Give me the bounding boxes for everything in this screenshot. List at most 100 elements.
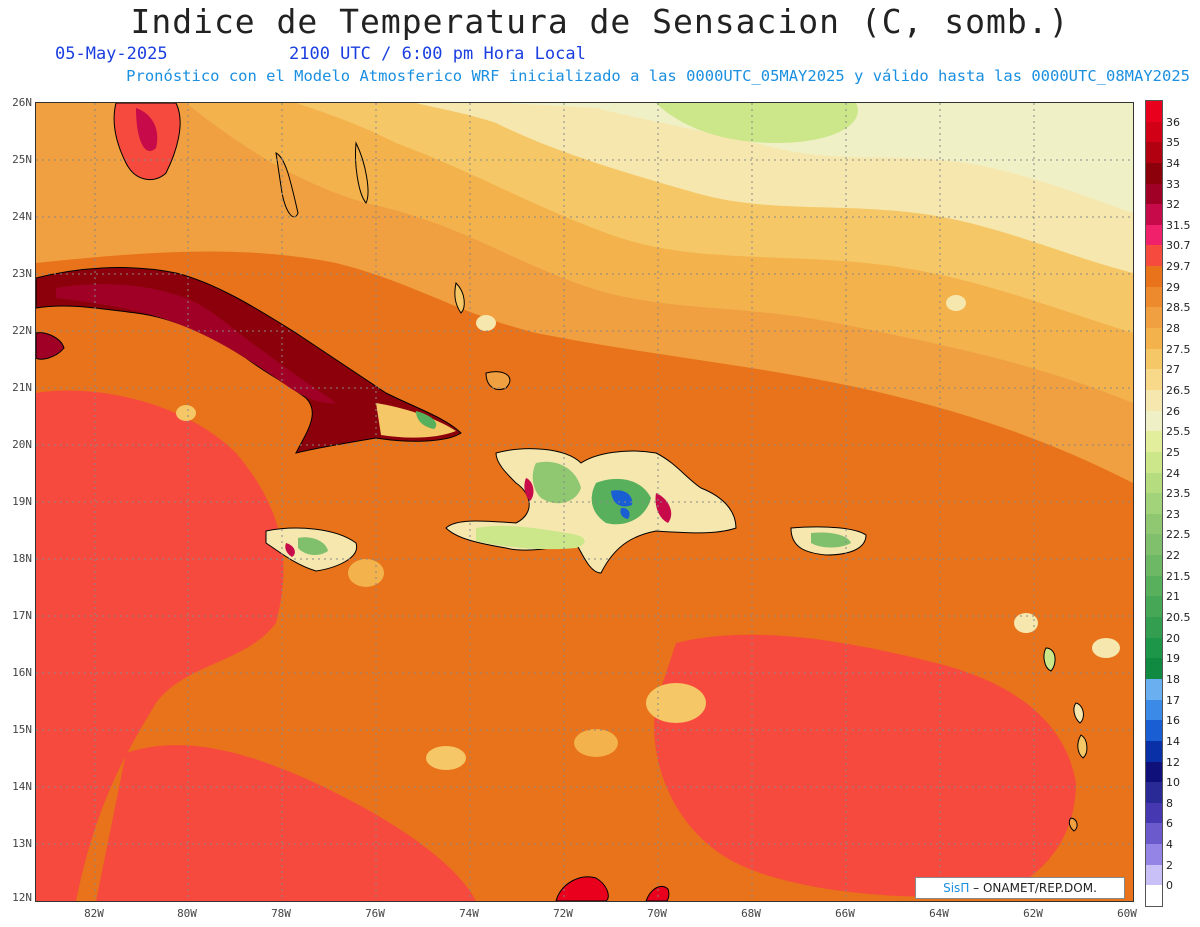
colorbar-swatch — [1146, 472, 1162, 494]
y-label: 25N — [12, 153, 32, 166]
colorbar-label: 24 — [1166, 466, 1180, 480]
colorbar-label: 31.5 — [1166, 218, 1191, 232]
x-label: 78W — [271, 907, 291, 920]
colorbar-swatch — [1146, 864, 1162, 886]
map-title: Indice de Temperatura de Sensacion (C, s… — [130, 2, 1070, 41]
colorbar-label: 6 — [1166, 817, 1173, 831]
x-label: 76W — [365, 907, 385, 920]
y-label: 14N — [12, 780, 32, 793]
colorbar-label: 16 — [1166, 714, 1180, 728]
credit-box: SisΠ – ONAMET/REP.DOM. — [915, 877, 1125, 899]
y-label: 15N — [12, 723, 32, 736]
colorbar-label: 33 — [1166, 177, 1180, 191]
colorbar-label: 17 — [1166, 693, 1180, 707]
y-label: 16N — [12, 666, 32, 679]
colorbar-label: 21.5 — [1166, 569, 1191, 583]
colorbar-label: 20.5 — [1166, 611, 1191, 625]
colorbar-label: 32 — [1166, 198, 1180, 212]
colorbar-swatch — [1146, 245, 1162, 267]
colorbar-swatch — [1146, 844, 1162, 866]
colorbar-swatch — [1146, 286, 1162, 308]
colorbar-swatch — [1146, 678, 1162, 701]
forecast-date: 05-May-2025 — [55, 44, 168, 64]
colorbar-swatch — [1146, 204, 1162, 226]
x-label: 82W — [84, 907, 104, 920]
y-label: 13N — [12, 837, 32, 850]
colorbar-swatch — [1146, 740, 1162, 762]
colorbar-label: 36 — [1166, 115, 1180, 129]
y-label: 24N — [12, 210, 32, 223]
colorbar-swatch — [1146, 617, 1162, 639]
colorbar-swatch — [1146, 369, 1162, 391]
colorbar-swatch — [1146, 534, 1162, 556]
colorbar-label: 25.5 — [1166, 425, 1191, 439]
x-label: 66W — [835, 907, 855, 920]
colorbar-label: 19 — [1166, 652, 1180, 666]
colorbar-swatch — [1146, 596, 1162, 618]
colorbar-label: 34 — [1166, 156, 1180, 170]
y-label: 20N — [12, 438, 32, 451]
colorbar-swatch — [1146, 389, 1162, 412]
colorbar-swatch — [1146, 307, 1162, 329]
colorbar-label: 27 — [1166, 363, 1180, 377]
map-canvas — [36, 103, 1133, 901]
colorbar-swatch — [1146, 328, 1162, 350]
colorbar-swatch — [1146, 142, 1162, 164]
y-label: 17N — [12, 609, 32, 622]
colorbar-label: 29.7 — [1166, 260, 1191, 274]
colorbar-swatch — [1146, 224, 1162, 246]
colorbar-swatch — [1146, 493, 1162, 515]
colorbar-swatch — [1146, 410, 1162, 432]
y-label: 18N — [12, 552, 32, 565]
colorbar-label: 8 — [1166, 796, 1173, 810]
colorbar-label: 28.5 — [1166, 301, 1191, 315]
colorbar-label: 28 — [1166, 322, 1180, 336]
credit-brand: SisΠ — [943, 881, 970, 895]
heat-index-map — [35, 102, 1134, 902]
colorbar-label: 29 — [1166, 280, 1180, 294]
colorbar-label: 14 — [1166, 734, 1180, 748]
y-label: 22N — [12, 324, 32, 337]
colorbar-swatch — [1146, 782, 1162, 804]
model-info: Pronóstico con el Modelo Atmosferico WRF… — [126, 67, 1190, 85]
y-label: 19N — [12, 495, 32, 508]
y-label: 26N — [12, 96, 32, 109]
colorbar-swatch — [1146, 658, 1162, 680]
colorbar-label: 35 — [1166, 136, 1180, 150]
colorbar-label: 18 — [1166, 672, 1180, 686]
x-label: 80W — [177, 907, 197, 920]
colorbar-label: 0 — [1166, 879, 1173, 893]
colorbar-label: 2 — [1166, 858, 1173, 872]
x-label: 62W — [1023, 907, 1043, 920]
x-label: 70W — [647, 907, 667, 920]
colorbar-swatch — [1146, 348, 1162, 370]
x-label: 64W — [929, 907, 949, 920]
colorbar-label: 25 — [1166, 445, 1180, 459]
colorbar-swatch — [1146, 885, 1162, 907]
colorbar-swatch — [1146, 162, 1162, 185]
colorbar-label: 26 — [1166, 404, 1180, 418]
credit-text: – ONAMET/REP.DOM. — [973, 881, 1097, 895]
colorbar-label: 22.5 — [1166, 528, 1191, 542]
y-label: 21N — [12, 381, 32, 394]
x-label: 74W — [459, 907, 479, 920]
y-label: 12N — [12, 891, 32, 904]
colorbar-swatch — [1146, 823, 1162, 845]
colorbar-label: 26.5 — [1166, 383, 1191, 397]
colorbar-swatch — [1146, 555, 1162, 577]
colorbar-swatch — [1146, 575, 1162, 597]
colorbar-swatch — [1146, 637, 1162, 659]
colorbar-label: 23 — [1166, 507, 1180, 521]
colorbar-label: 12 — [1166, 755, 1180, 769]
colorbar-swatch — [1146, 451, 1162, 474]
y-label: 23N — [12, 267, 32, 280]
colorbar-swatch — [1146, 699, 1162, 721]
forecast-time: 2100 UTC / 6:00 pm Hora Local — [289, 44, 586, 64]
colorbar-swatch — [1146, 720, 1162, 742]
x-label: 60W — [1117, 907, 1137, 920]
colorbar-swatch — [1146, 802, 1162, 824]
colorbar-swatch — [1146, 431, 1162, 453]
colorbar-swatch — [1146, 183, 1162, 205]
colorbar-swatch — [1146, 266, 1162, 288]
colorbar-swatch — [1146, 761, 1162, 783]
